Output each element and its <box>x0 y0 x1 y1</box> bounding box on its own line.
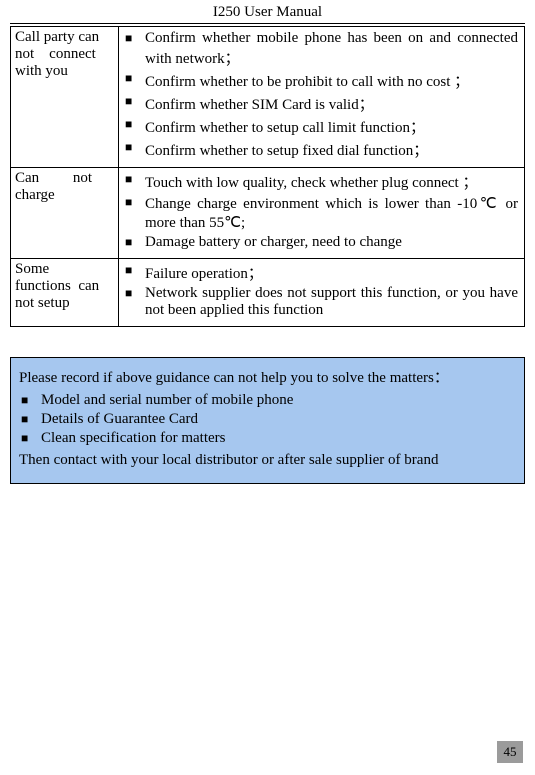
solution-cell: Failure operation；Network supplier does … <box>119 259 525 327</box>
page-number-badge: 45 <box>497 741 523 763</box>
table-row: Call party cannot connectwith you Confirm… <box>11 27 525 168</box>
solution-cell: Confirm whether mobile phone has been on… <box>119 27 525 168</box>
solution-cell: Touch with low quality, check whether pl… <box>119 168 525 259</box>
troubleshoot-table: Call party cannot connectwith you Confirm… <box>10 26 525 327</box>
list-item: Failure operation； <box>145 261 518 284</box>
table-row: Can notcharge Touch with low quality, che… <box>11 168 525 259</box>
list-item: Change charge environment which is lower… <box>145 193 518 233</box>
issue-cell: Call party cannot connectwith you <box>11 27 119 168</box>
list-item: Details of Guarantee Card <box>41 410 514 429</box>
issue-cell: Somefunctions cannot setup <box>11 259 119 327</box>
list-item: Model and serial number of mobile phone <box>41 391 514 410</box>
notice-list: Model and serial number of mobile phoneD… <box>19 391 516 448</box>
notice-box: Please record if above guidance can not … <box>10 357 525 484</box>
list-item: Confirm whether to be prohibit to call w… <box>145 69 518 92</box>
list-item: Confirm whether mobile phone has been on… <box>145 29 518 69</box>
solution-list: Confirm whether mobile phone has been on… <box>123 29 520 161</box>
page-title: I250 User Manual <box>10 4 525 23</box>
header-rule <box>10 23 525 24</box>
list-item: Damage battery or charger, need to chang… <box>145 233 518 252</box>
solution-list: Failure operation；Network supplier does … <box>123 261 520 320</box>
table-row: Somefunctions cannot setupFailure operat… <box>11 259 525 327</box>
issue-cell: Can notcharge <box>11 168 119 259</box>
list-item: Touch with low quality, check whether pl… <box>145 170 518 193</box>
list-item: Clean specification for matters <box>41 429 514 448</box>
notice-outro: Then contact with your local distributor… <box>19 452 516 469</box>
list-item: Confirm whether to setup fixed dial func… <box>145 138 518 161</box>
notice-intro: Please record if above guidance can not … <box>19 366 516 387</box>
list-item: Network supplier does not support this f… <box>145 284 518 320</box>
solution-list: Touch with low quality, check whether pl… <box>123 170 520 252</box>
list-item: Confirm whether SIM Card is valid； <box>145 92 518 115</box>
list-item: Confirm whether to setup call limit func… <box>145 115 518 138</box>
